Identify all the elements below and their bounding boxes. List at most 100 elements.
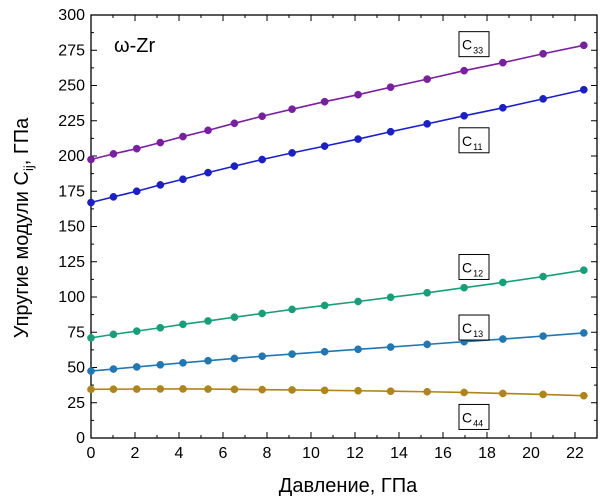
series-label-C33: C33: [458, 31, 490, 58]
data-point: [354, 90, 362, 99]
data-point: [258, 155, 267, 164]
data-point: [132, 187, 141, 196]
data-point: [179, 320, 187, 329]
x-tick-label: 6: [219, 445, 228, 462]
data-point: [386, 293, 395, 302]
x-tick-label: 2: [131, 445, 140, 462]
data-point: [109, 385, 118, 394]
y-axis-title-sub: ij: [21, 165, 36, 171]
data-point: [386, 83, 395, 92]
data-point: [230, 162, 239, 171]
data-point: [354, 386, 362, 395]
series-label-box: [458, 31, 490, 58]
data-point: [156, 138, 165, 147]
y-axis-title: Упругие модули Cij, ГПа: [11, 117, 36, 338]
data-point: [156, 385, 165, 393]
y-tick-label: 25: [67, 395, 85, 412]
y-tick-label: 225: [58, 113, 85, 130]
data-point: [386, 343, 395, 351]
data-point: [423, 120, 432, 128]
data-point: [258, 352, 267, 361]
series-label-text: C33: [462, 37, 483, 56]
data-point: [579, 391, 588, 400]
data-point: [204, 168, 212, 177]
series-label-text: C11: [462, 133, 482, 152]
y-tick-label: 200: [58, 148, 85, 165]
x-axis-title: Давление, ГПа: [279, 475, 418, 497]
series-label-C12: C12: [458, 253, 490, 280]
series-label-box: [458, 253, 490, 280]
series-label-box: [458, 314, 490, 341]
data-point: [132, 144, 141, 153]
y-tick-label: 0: [76, 430, 85, 447]
data-point: [423, 75, 432, 84]
data-point: [109, 365, 118, 373]
data-point: [204, 385, 212, 393]
series-label-box: [458, 403, 490, 430]
data-point: [579, 41, 588, 50]
data-point: [179, 385, 187, 393]
data-point: [132, 327, 141, 335]
data-point: [258, 112, 267, 121]
series-label-C44: C44: [458, 403, 490, 430]
series-line: [90, 269, 584, 339]
data-point: [288, 105, 296, 114]
data-point: [109, 150, 118, 158]
data-point: [498, 58, 507, 67]
data-point: [460, 66, 468, 75]
data-point: [204, 126, 212, 135]
data-point: [539, 332, 547, 340]
data-point: [87, 155, 95, 164]
data-point: [386, 127, 395, 136]
data-point: [87, 334, 95, 342]
data-point: [288, 350, 296, 358]
x-tick-label: 18: [478, 445, 496, 462]
x-tick-label: 16: [434, 445, 452, 462]
data-point: [230, 313, 239, 322]
data-point: [132, 363, 141, 371]
data-point: [230, 354, 239, 363]
data-point: [423, 387, 432, 396]
data-point: [498, 335, 507, 343]
data-point: [320, 97, 329, 106]
series-label-box: [458, 127, 490, 154]
x-tick-label: 4: [175, 445, 184, 462]
y-tick-label: 75: [67, 324, 85, 341]
data-point: [320, 347, 329, 356]
series-C33: [87, 41, 588, 164]
data-point: [288, 386, 296, 394]
data-point: [539, 390, 547, 399]
data-point: [258, 385, 267, 394]
y-tick-label: 150: [58, 219, 85, 236]
data-point: [579, 329, 588, 337]
data-point: [179, 132, 187, 141]
data-point: [539, 49, 547, 58]
data-point: [579, 85, 588, 94]
data-point: [109, 330, 118, 339]
data-point: [156, 360, 165, 369]
series-C11: [87, 85, 588, 207]
data-point: [258, 309, 267, 318]
data-point: [386, 387, 395, 396]
data-point: [579, 266, 588, 275]
series-C44: [87, 385, 588, 400]
data-point: [354, 297, 362, 306]
x-tick-label: 0: [87, 445, 96, 462]
data-point: [354, 135, 362, 143]
data-point: [423, 340, 432, 349]
data-point: [288, 305, 296, 314]
series-label-text: C13: [462, 320, 483, 339]
series-line: [90, 388, 584, 397]
data-point: [179, 175, 187, 184]
phase-annotation: ω-Zr: [114, 35, 155, 57]
data-point: [320, 301, 329, 310]
y-tick-label: 125: [58, 254, 85, 271]
data-point: [87, 198, 95, 207]
y-axis-title-unit: , ГПа: [11, 117, 33, 165]
y-tick-label: 175: [58, 183, 85, 200]
x-tick-label: 10: [302, 445, 320, 462]
data-point: [320, 142, 329, 150]
y-tick-label: 50: [67, 360, 85, 377]
x-tick-label: 8: [263, 445, 272, 462]
